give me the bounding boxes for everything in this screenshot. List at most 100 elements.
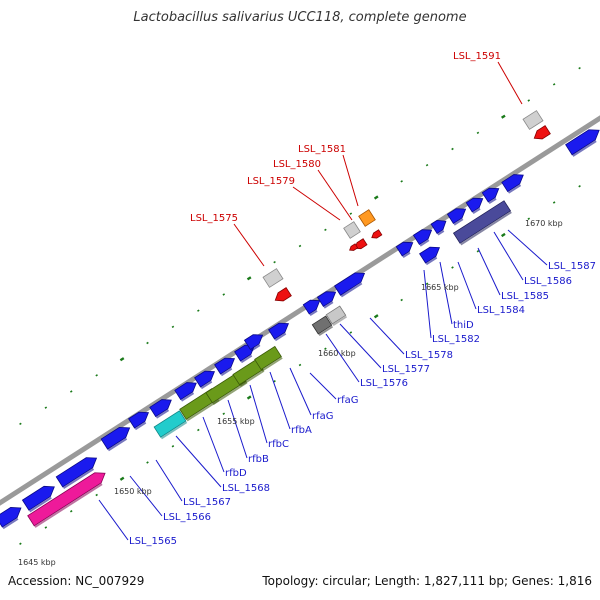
gene-label-lsl-1566[interactable]: LSL_1566 bbox=[163, 512, 211, 523]
gene-lsl-1568-body[interactable] bbox=[153, 410, 188, 440]
leader-rfag-1 bbox=[289, 367, 312, 416]
gene-lsl-1579-arrow[interactable] bbox=[348, 243, 359, 252]
gene-block-23-shadow bbox=[572, 140, 597, 157]
gene-block-23[interactable] bbox=[565, 125, 600, 157]
gene-label-rfbc[interactable]: rfbC bbox=[268, 439, 289, 450]
gene-label-lsl-1580[interactable]: LSL_1580 bbox=[273, 159, 321, 170]
gene-label-lsl-1565[interactable]: LSL_1565 bbox=[129, 536, 177, 547]
gene-block-21-body bbox=[481, 187, 500, 203]
gene-rfba[interactable] bbox=[254, 345, 283, 372]
gene-lsl-1576[interactable] bbox=[311, 315, 334, 337]
gene-lsl-1575-arrow-body bbox=[274, 287, 292, 302]
gene-lsl-1584-group[interactable] bbox=[452, 200, 512, 246]
leader-lsl-1566 bbox=[129, 475, 163, 517]
gene-block-7-body bbox=[174, 382, 197, 401]
gene-label-lsl-1567[interactable]: LSL_1567 bbox=[183, 497, 231, 508]
gene-rfba-shadow bbox=[261, 356, 283, 372]
gene-block-13[interactable] bbox=[316, 288, 339, 309]
gene-rfag-body bbox=[302, 299, 321, 315]
gene-lsl-1577[interactable] bbox=[325, 305, 348, 327]
gene-block-1[interactable] bbox=[0, 503, 25, 530]
kbp-label-1655: 1655 kbp bbox=[217, 417, 255, 426]
gene-block-12[interactable] bbox=[268, 319, 293, 342]
guide-lower-tick-10 bbox=[246, 395, 252, 400]
guide-upper-tick-23 bbox=[578, 66, 581, 70]
gene-lsl-1575-box[interactable] bbox=[262, 268, 284, 288]
gene-block-18[interactable] bbox=[419, 243, 444, 266]
gene-block-11[interactable] bbox=[243, 331, 266, 352]
gene-label-lsl-1576[interactable]: LSL_1576 bbox=[360, 378, 408, 389]
gene-lsl-1575-box-body bbox=[262, 268, 284, 288]
guide-upper-tick-1 bbox=[19, 422, 22, 426]
gene-lsl-1565[interactable] bbox=[27, 468, 109, 528]
gene-block-15[interactable] bbox=[395, 238, 416, 259]
gene-label-lsl-1584[interactable]: LSL_1584 bbox=[477, 305, 525, 316]
gene-block-14-body bbox=[334, 272, 366, 296]
guide-upper-tick-20 bbox=[501, 114, 506, 119]
guide-lower-tick-15 bbox=[373, 314, 379, 319]
gene-block-14[interactable] bbox=[334, 269, 369, 298]
guide-lower-tick-18 bbox=[451, 266, 454, 269]
gene-block-6[interactable] bbox=[149, 395, 175, 419]
map-title: Lactobacillus salivarius UCC118, complet… bbox=[133, 10, 467, 25]
leader-rfbd bbox=[202, 416, 225, 473]
gene-label-rfag-1[interactable]: rfaG bbox=[312, 411, 334, 422]
gene-block-5[interactable] bbox=[128, 408, 153, 431]
gene-block-7[interactable] bbox=[174, 378, 200, 402]
gene-label-lsl-1587[interactable]: LSL_1587 bbox=[548, 261, 596, 272]
gene-lsl-1581-arrow[interactable] bbox=[370, 229, 383, 240]
gene-label-lsl-1581[interactable]: LSL_1581 bbox=[298, 144, 346, 155]
gene-lsl-1591-arrow[interactable] bbox=[532, 125, 551, 143]
gene-block-20[interactable] bbox=[465, 194, 486, 215]
gene-block-19[interactable] bbox=[446, 205, 469, 226]
gene-lsl-1580[interactable] bbox=[353, 238, 368, 252]
gene-block-8[interactable] bbox=[194, 367, 219, 390]
guide-lower-tick-11 bbox=[273, 380, 276, 383]
gene-block-22[interactable] bbox=[501, 170, 527, 194]
gene-block-20-shadow bbox=[472, 207, 481, 215]
gene-block-17-shadow bbox=[437, 230, 445, 236]
gene-block-3[interactable] bbox=[55, 453, 100, 490]
guide-lower-tick-22 bbox=[552, 201, 556, 204]
gene-block-4-shadow bbox=[107, 437, 128, 452]
guide-lower-tick-5 bbox=[119, 476, 125, 481]
gene-label-rfag-2[interactable]: rfaG bbox=[337, 395, 359, 406]
gene-label-lsl-1568[interactable]: LSL_1568 bbox=[222, 483, 270, 494]
gene-label-lsl-1586[interactable]: LSL_1586 bbox=[524, 276, 572, 287]
guide-upper-tick-22 bbox=[552, 83, 556, 86]
gene-block-2[interactable] bbox=[21, 482, 58, 513]
gene-lsl-1591-box[interactable] bbox=[522, 110, 544, 130]
gene-label-lsl-1582[interactable]: LSL_1582 bbox=[432, 334, 480, 345]
gene-block-21[interactable] bbox=[481, 184, 502, 205]
gene-block-8-shadow bbox=[200, 380, 213, 390]
gene-label-lsl-1585[interactable]: LSL_1585 bbox=[501, 291, 549, 302]
gene-block-4[interactable] bbox=[100, 423, 134, 452]
gene-block-9[interactable] bbox=[214, 354, 239, 377]
gene-lsl-1579[interactable] bbox=[343, 221, 361, 239]
leader-rfbb bbox=[227, 399, 248, 459]
gene-label-lsl-1579[interactable]: LSL_1579 bbox=[247, 176, 295, 187]
gene-label-lsl-1575[interactable]: LSL_1575 bbox=[190, 213, 238, 224]
gene-block-13-shadow bbox=[323, 301, 334, 309]
leader-lsl-1586 bbox=[493, 231, 524, 281]
guide-upper-tick-7 bbox=[171, 325, 175, 329]
guide-upper-tick-19 bbox=[476, 131, 480, 135]
gene-label-lsl-1577[interactable]: LSL_1577 bbox=[382, 364, 430, 375]
leader-lsl-1567 bbox=[155, 459, 183, 502]
gene-lsl-1581[interactable] bbox=[358, 209, 376, 227]
gene-label-rfba[interactable]: rfbA bbox=[291, 425, 312, 436]
gene-block-19-shadow bbox=[453, 218, 464, 226]
gene-rfag[interactable] bbox=[302, 296, 323, 317]
gene-label-rfbd[interactable]: rfbD bbox=[225, 468, 247, 479]
gene-block-6-body bbox=[149, 399, 172, 418]
gene-lsl-1576-shadow bbox=[318, 325, 334, 337]
gene-lsl-1575-arrow[interactable] bbox=[273, 287, 292, 305]
gene-label-lsl-1578[interactable]: LSL_1578 bbox=[405, 350, 453, 361]
gene-label-thid[interactable]: thiD bbox=[453, 320, 474, 331]
gene-label-lsl-1591[interactable]: LSL_1591 bbox=[453, 51, 501, 62]
gene-label-rfbb[interactable]: rfbB bbox=[248, 454, 269, 465]
gene-block-17[interactable] bbox=[430, 217, 450, 236]
gene-lsl-1584-group-shadow bbox=[460, 211, 512, 246]
leader-thid bbox=[439, 261, 453, 325]
gene-block-16[interactable] bbox=[412, 226, 435, 247]
